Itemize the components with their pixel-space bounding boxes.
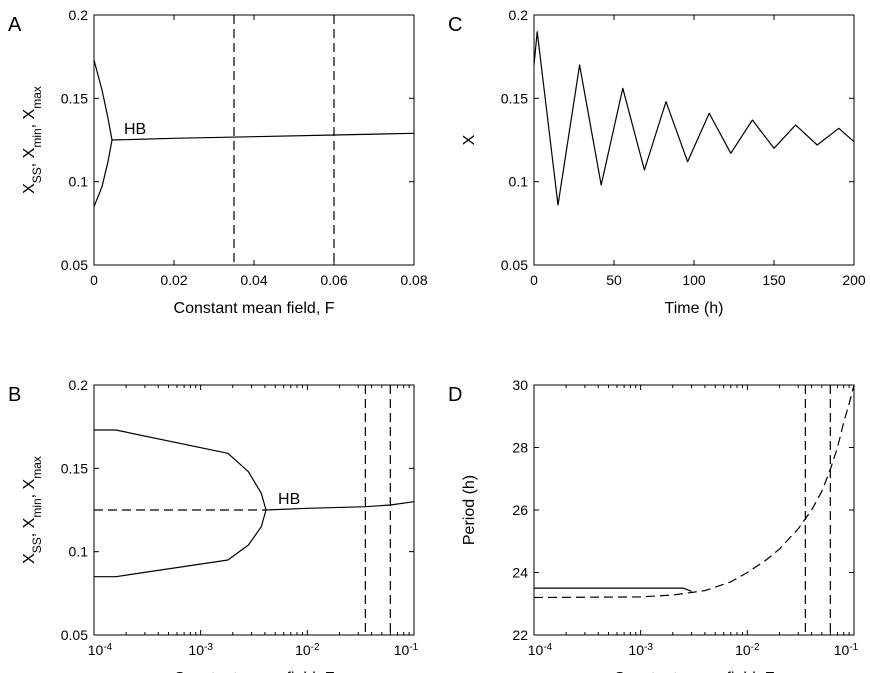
x-axis-label: Constant mean field, F: [614, 670, 775, 673]
series-line: [533, 31, 855, 206]
panel-letter: D: [448, 384, 462, 406]
y-axis-label-part: X: [461, 134, 478, 145]
y-axis-label: Period (h): [461, 475, 478, 545]
x-tick-label-exponent: -4: [543, 642, 552, 653]
x-tick-label: 10-3: [628, 642, 653, 659]
x-axis-label: Constant mean field, F: [174, 300, 335, 317]
series-line: [533, 384, 855, 599]
y-tick-label: 22: [512, 627, 528, 643]
series-line: [534, 587, 692, 592]
y-tick-label: 0.15: [61, 460, 88, 476]
panel-letter: A: [8, 14, 22, 36]
y-axis-label: XSS, Xmin, Xmax: [21, 456, 44, 564]
axes-frame: [93, 14, 415, 266]
series-line: [94, 429, 267, 578]
x-tick-label-base: 10: [295, 642, 311, 658]
y-tick-label: 0.15: [61, 90, 88, 106]
x-tick-label-exponent: -4: [103, 642, 112, 653]
y-tick-label: 24: [512, 565, 528, 581]
panel-c: 0.05 0.1 0.15 0.2 0 50 100 150 200 Time (h) X C: [448, 7, 866, 317]
axes-frame: [533, 14, 855, 266]
x-tick-label-base: 10: [528, 642, 544, 658]
annotation-label: HB: [124, 121, 146, 138]
y-tick-label: 0.05: [61, 257, 88, 273]
x-tick-label: 100: [682, 272, 706, 288]
y-axis-label-part: X: [21, 108, 38, 119]
y-axis-label-part: ,: [21, 489, 38, 498]
y-axis-label-part: ,: [21, 119, 38, 128]
y-tick-label: 0.1: [69, 544, 89, 560]
x-tick-label-base: 10: [188, 642, 204, 658]
x-axis-label: Time (h): [665, 300, 724, 317]
x-tick-label-base: 10: [735, 642, 751, 658]
x-tick-label: 10-1: [834, 642, 859, 659]
panel-letter: B: [8, 384, 21, 406]
y-axis-label: X: [461, 134, 478, 145]
x-tick-label: 0: [90, 272, 98, 288]
y-axis-label-part: X: [21, 478, 38, 489]
x-tick-label-exponent: -2: [751, 642, 760, 653]
y-axis-label-part: ,: [21, 528, 38, 537]
y-axis-label-part: min: [30, 498, 44, 517]
x-tick-label: 10-3: [188, 642, 213, 659]
y-axis-label-part: X: [21, 517, 38, 528]
x-tick-label-exponent: -3: [204, 642, 213, 653]
y-axis-label-part: SS: [30, 537, 44, 553]
series-line: [111, 132, 415, 141]
x-tick-label: 10-2: [735, 642, 760, 659]
x-tick-label-exponent: -1: [849, 642, 858, 653]
y-axis-label-part: min: [30, 128, 44, 147]
x-tick-label: 200: [842, 272, 866, 288]
y-tick-label: 0.05: [501, 257, 528, 273]
x-tick-label: 50: [606, 272, 622, 288]
x-tick-label: 10-1: [394, 642, 419, 659]
annotation-label: HB: [278, 491, 300, 508]
x-axis-label: Constant mean field, F: [174, 670, 335, 673]
y-axis-label-part: X: [21, 147, 38, 158]
y-axis-label-part: ,: [21, 158, 38, 167]
y-axis-label-part: max: [30, 456, 44, 479]
y-axis-label-part: Period (h): [461, 475, 478, 545]
x-tick-label: 0.02: [160, 272, 187, 288]
panel-letter: C: [448, 14, 462, 36]
x-tick-label-exponent: -1: [409, 642, 418, 653]
y-tick-label: 0.2: [69, 7, 89, 23]
x-tick-label: 150: [762, 272, 786, 288]
x-tick-label-base: 10: [628, 642, 644, 658]
x-tick-label: 10-4: [528, 642, 553, 659]
panel-b: 0.050.10.150.210-410-310-210-1HBConstant…: [8, 377, 419, 673]
y-axis-label-part: SS: [30, 167, 44, 183]
y-axis-label: XSS, Xmin, Xmax: [21, 86, 44, 194]
x-tick-label: 0: [530, 272, 538, 288]
x-tick-label: 0.04: [240, 272, 267, 288]
panel-a: 0.05 0.1 0.15 0.2 0 0.02 0.04 0.06 0.08 HB Constan…: [8, 7, 428, 317]
y-tick-label: 0.05: [61, 627, 88, 643]
y-axis-label-part: X: [21, 183, 38, 194]
y-axis-label-part: max: [30, 86, 44, 109]
y-tick-label: 0.1: [509, 174, 529, 190]
y-tick-label: 0.15: [501, 90, 528, 106]
x-tick-label-base: 10: [88, 642, 104, 658]
y-tick-label: 28: [512, 440, 528, 456]
x-tick-label: 10-4: [88, 642, 113, 659]
x-tick-label-base: 10: [394, 642, 410, 658]
y-axis-label-part: X: [21, 553, 38, 564]
x-tick-label: 0.08: [400, 272, 427, 288]
x-tick-label-exponent: -3: [644, 642, 653, 653]
y-tick-label: 0.2: [69, 377, 89, 393]
x-tick-label-exponent: -2: [311, 642, 320, 653]
x-tick-label: 10-2: [295, 642, 320, 659]
series-line: [93, 59, 113, 207]
y-tick-label: 0.1: [69, 174, 89, 190]
x-tick-label-base: 10: [834, 642, 850, 658]
y-tick-label: 30: [512, 377, 528, 393]
series-line: [265, 501, 415, 511]
y-tick-label: 0.2: [509, 7, 529, 23]
y-tick-label: 26: [512, 502, 528, 518]
x-tick-label: 0.06: [320, 272, 347, 288]
